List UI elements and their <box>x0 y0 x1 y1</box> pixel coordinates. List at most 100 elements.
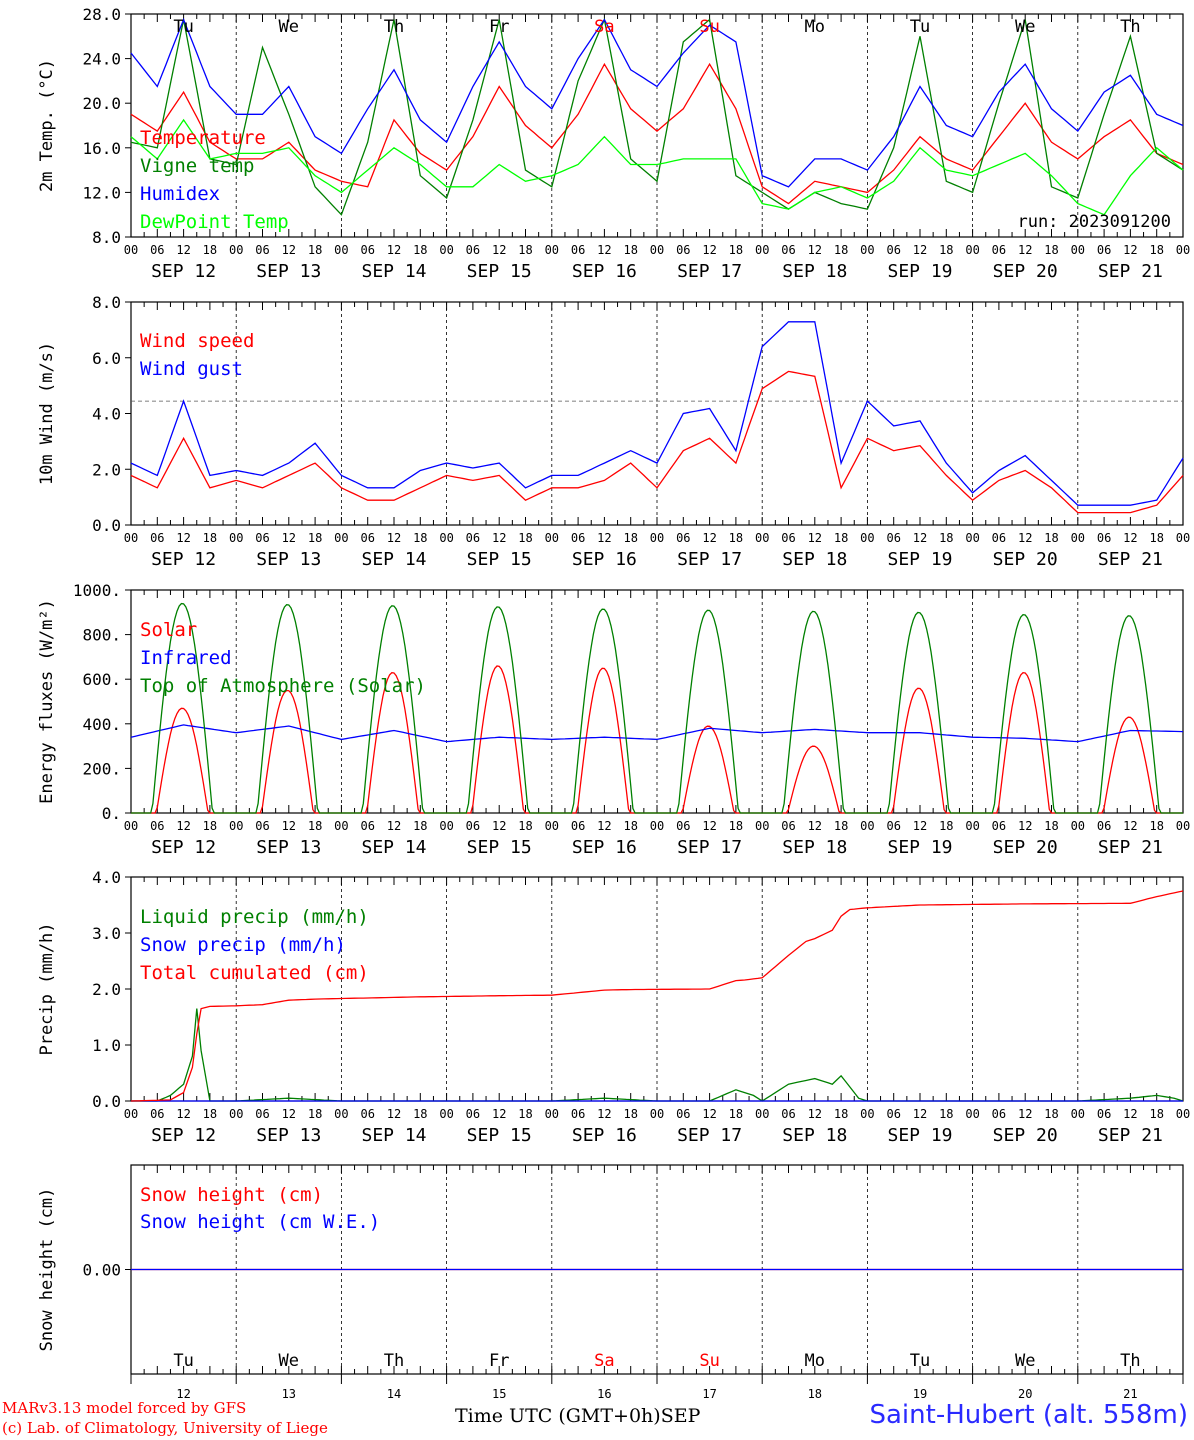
hour-label: 12 <box>492 243 506 257</box>
y-tick-label: 800. <box>82 626 121 645</box>
date-label: SEP 18 <box>782 549 847 570</box>
hour-label: 18 <box>413 1107 427 1121</box>
hour-label: 18 <box>203 531 217 545</box>
weekday-label: Mo <box>805 17 825 37</box>
y-axis-label: Precip (mm/h) <box>37 922 57 1055</box>
hour-label: 18 <box>413 531 427 545</box>
hour-label: 12 <box>702 243 716 257</box>
y-tick-label: 8.0 <box>92 228 121 247</box>
hour-label: 06 <box>360 1107 374 1121</box>
hour-label: 12 <box>492 1107 506 1121</box>
hour-label: 06 <box>676 1107 690 1121</box>
date-label: SEP 17 <box>677 837 742 858</box>
hour-label: 06 <box>886 819 900 833</box>
date-label: SEP 15 <box>467 549 532 570</box>
date-label: SEP 21 <box>1098 261 1163 282</box>
hour-label: 00 <box>650 243 664 257</box>
date-label: SEP 14 <box>361 837 426 858</box>
date-label: SEP 12 <box>151 837 216 858</box>
hour-label: 12 <box>1018 531 1032 545</box>
hour-label: 06 <box>571 819 585 833</box>
hour-label: 00 <box>755 531 769 545</box>
hour-label: 18 <box>623 819 637 833</box>
date-label: SEP 16 <box>572 1125 637 1146</box>
hour-label: 18 <box>413 819 427 833</box>
hour-label: 18 <box>203 819 217 833</box>
hour-label: 00 <box>229 243 243 257</box>
hour-label: 00 <box>229 819 243 833</box>
y-tick-label: 0.00 <box>82 1261 121 1280</box>
date-label: SEP 20 <box>993 549 1058 570</box>
hour-label: 18 <box>518 243 532 257</box>
series-line-vigne-temp <box>130 17 1184 216</box>
date-label: SEP 19 <box>887 261 952 282</box>
plot-frame <box>130 589 1184 814</box>
hour-label: 12 <box>1123 1107 1137 1121</box>
hour-label: 06 <box>676 243 690 257</box>
hour-label: 06 <box>1097 531 1111 545</box>
hour-label: 12 <box>176 243 190 257</box>
weekday-label: We <box>279 1351 299 1371</box>
hour-label: 18 <box>834 819 848 833</box>
y-axis-label: Snow height (cm) <box>37 1188 57 1352</box>
hour-label: 06 <box>360 531 374 545</box>
hour-label: 18 <box>308 1107 322 1121</box>
hour-label: 12 <box>1018 819 1032 833</box>
hour-label: 06 <box>992 531 1006 545</box>
hour-label: 06 <box>992 819 1006 833</box>
hour-label: 18 <box>1149 243 1163 257</box>
hour-label: 06 <box>466 243 480 257</box>
hour-label: 18 <box>939 1107 953 1121</box>
hour-label: 00 <box>1071 531 1085 545</box>
hour-label: 12 <box>702 531 716 545</box>
hour-label: 12 <box>808 1107 822 1121</box>
day-number: 12 <box>176 1387 190 1401</box>
hour-label: 06 <box>886 531 900 545</box>
legend-entry: Temperature <box>140 127 266 149</box>
time-axis-label: Time UTC (GMT+0h)SEP <box>455 1405 701 1427</box>
hour-label: 00 <box>860 1107 874 1121</box>
y-tick-label: 4.0 <box>92 868 121 887</box>
hour-label: 06 <box>781 1107 795 1121</box>
date-label: SEP 16 <box>572 549 637 570</box>
panel-5: 0.00 Snow height (cm) Snow height (cm) Snow… <box>37 1164 1184 1401</box>
hour-label: 00 <box>965 819 979 833</box>
lab-credit: (c) Lab. of Climatology, University of L… <box>2 1419 328 1437</box>
date-label: SEP 21 <box>1098 1125 1163 1146</box>
hour-label: 06 <box>886 243 900 257</box>
date-label: SEP 19 <box>887 549 952 570</box>
hour-label: 06 <box>360 819 374 833</box>
weekday-label: We <box>279 17 299 37</box>
hour-label: 06 <box>676 531 690 545</box>
hour-label: 00 <box>439 531 453 545</box>
hour-label: 00 <box>1176 243 1190 257</box>
legend-entry: Total cumulated (cm) <box>140 962 369 984</box>
weekday-label: Sa <box>594 1351 614 1371</box>
hour-label: 18 <box>939 243 953 257</box>
weekday-label: Th <box>384 17 404 37</box>
hour-label: 06 <box>150 531 164 545</box>
hour-label: 00 <box>1071 243 1085 257</box>
hour-label: 12 <box>702 1107 716 1121</box>
series-line-wind-speed <box>130 370 1184 514</box>
date-label: SEP 12 <box>151 261 216 282</box>
hour-label: 18 <box>623 531 637 545</box>
hour-label: 18 <box>729 1107 743 1121</box>
hour-label: 00 <box>334 1107 348 1121</box>
date-label: SEP 18 <box>782 1125 847 1146</box>
hour-label: 18 <box>623 243 637 257</box>
hour-label: 18 <box>1044 819 1058 833</box>
run-label: run: 2023091200 <box>1017 212 1171 232</box>
hour-label: 12 <box>282 243 296 257</box>
hour-label: 06 <box>255 243 269 257</box>
hour-label: 00 <box>124 531 138 545</box>
hour-label: 18 <box>623 1107 637 1121</box>
y-tick-label: 16.0 <box>82 139 121 158</box>
plot-frame <box>130 301 1184 526</box>
hour-label: 06 <box>781 819 795 833</box>
date-label: SEP 20 <box>993 261 1058 282</box>
hour-label: 06 <box>992 1107 1006 1121</box>
hour-label: 18 <box>939 819 953 833</box>
hour-label: 12 <box>282 819 296 833</box>
y-tick-label: 8.0 <box>92 293 121 312</box>
